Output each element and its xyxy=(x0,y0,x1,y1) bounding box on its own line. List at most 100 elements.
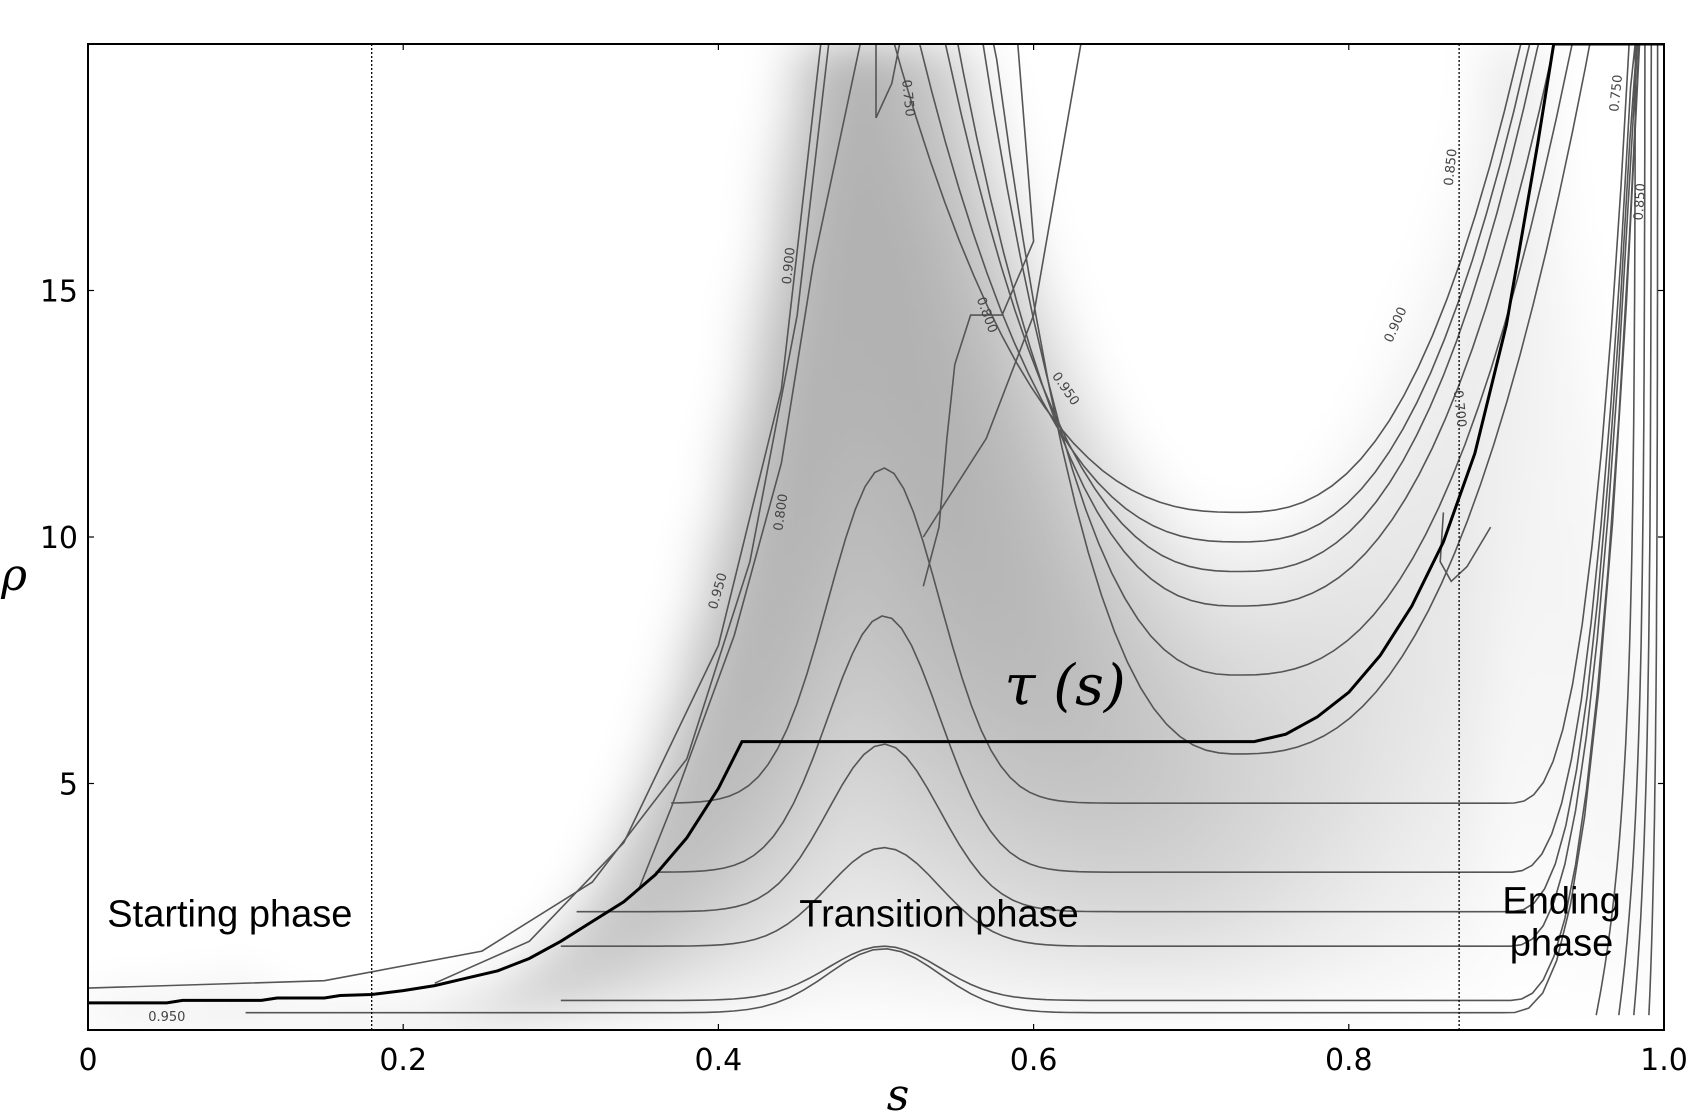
shading-cell xyxy=(1505,299,1530,322)
shading-cell xyxy=(1235,910,1260,933)
shading-cell xyxy=(1145,437,1170,460)
x-tick-label: 0.2 xyxy=(379,1043,427,1078)
shading-cell xyxy=(1122,102,1148,124)
shading-cell xyxy=(672,595,697,617)
shading-cell xyxy=(424,161,450,184)
shading-cell xyxy=(357,536,382,558)
shading-cell xyxy=(1032,161,1058,184)
shading-cell xyxy=(199,752,225,775)
shading-cell xyxy=(88,44,112,65)
shading-cell xyxy=(1010,259,1035,282)
shading-cell xyxy=(807,989,832,1012)
shading-cell xyxy=(1325,417,1350,440)
shading-cell xyxy=(829,358,855,381)
shading-cell xyxy=(1572,82,1598,105)
shading-cell xyxy=(244,595,270,617)
shading-cell xyxy=(1010,950,1035,972)
shading-cell xyxy=(132,240,157,262)
shading-cell xyxy=(447,634,472,657)
shading-cell xyxy=(1212,713,1238,736)
shading-cell xyxy=(1595,910,1620,933)
shading-cell xyxy=(267,930,292,953)
shading-cell xyxy=(244,752,270,775)
shading-cell xyxy=(177,319,202,341)
shading-cell xyxy=(109,338,135,361)
shading-cell xyxy=(1010,575,1035,598)
shading-cell xyxy=(199,654,225,677)
shading-cell xyxy=(1482,772,1508,795)
shading-cell xyxy=(1572,378,1598,400)
shading-cell xyxy=(1482,536,1508,558)
shading-cell xyxy=(1482,457,1508,479)
shading-cell xyxy=(334,812,360,834)
shading-cell xyxy=(784,555,810,578)
shading-cell xyxy=(1077,200,1103,223)
shading-cell xyxy=(154,910,180,933)
shading-cell xyxy=(920,693,945,716)
shading-cell xyxy=(1550,279,1575,302)
shading-cell xyxy=(312,871,337,893)
shading-cell xyxy=(1640,792,1664,815)
shading-cell xyxy=(88,1009,112,1030)
shading-cell xyxy=(1145,536,1170,558)
shading-cell xyxy=(1302,161,1328,184)
shading-cell xyxy=(784,614,810,637)
shading-cell xyxy=(334,1009,360,1030)
shading-cell xyxy=(312,338,337,361)
shading-cell xyxy=(1505,910,1530,933)
shading-cell xyxy=(1055,62,1080,85)
shading-cell xyxy=(739,378,765,400)
shading-cell xyxy=(289,733,315,755)
shading-cell xyxy=(1482,62,1508,85)
shading-cell xyxy=(1482,693,1508,716)
shading-cell xyxy=(582,141,607,164)
shading-cell xyxy=(1122,220,1148,243)
shading-cell xyxy=(559,713,585,736)
shading-cell xyxy=(109,200,135,223)
shading-cell xyxy=(402,141,427,164)
shading-cell xyxy=(875,792,900,815)
shading-cell xyxy=(694,181,720,203)
shading-cell xyxy=(739,634,765,657)
shading-cell xyxy=(492,871,517,893)
shading-cell xyxy=(1055,693,1080,716)
shading-cell xyxy=(1077,476,1103,499)
shading-cell xyxy=(627,338,652,361)
shading-cell xyxy=(559,674,585,696)
shading-cell xyxy=(1415,161,1440,184)
shading-cell xyxy=(1527,457,1553,479)
shading-cell xyxy=(469,437,495,460)
shading-cell xyxy=(1595,772,1620,795)
shading-cell xyxy=(1212,319,1238,341)
shading-cell xyxy=(875,240,900,262)
shading-cell xyxy=(942,654,968,677)
shading-cell xyxy=(1572,141,1598,164)
shading-cell xyxy=(1212,299,1238,322)
shading-cell xyxy=(1212,516,1238,538)
shading-cell xyxy=(694,871,720,893)
shading-cell xyxy=(807,378,832,400)
shading-cell xyxy=(852,674,877,696)
shading-cell xyxy=(1212,240,1238,262)
shading-cell xyxy=(1257,693,1283,716)
shading-cell xyxy=(1257,575,1283,598)
shading-cell xyxy=(177,279,202,302)
shading-cell xyxy=(132,812,157,834)
shading-cell xyxy=(1055,121,1080,144)
shading-cell xyxy=(1302,674,1328,696)
shading-cell xyxy=(312,358,337,381)
shading-cell xyxy=(694,44,720,65)
shading-cell xyxy=(334,654,360,677)
shading-cell xyxy=(1437,437,1463,460)
shading-cell xyxy=(334,437,360,460)
shading-cell xyxy=(492,989,517,1012)
shading-cell xyxy=(289,516,315,538)
shading-cell xyxy=(1257,654,1283,677)
shading-cell xyxy=(1437,910,1463,933)
shading-cell xyxy=(1595,299,1620,322)
shading-cell xyxy=(987,240,1013,262)
shading-cell xyxy=(1302,713,1328,736)
shading-cell xyxy=(514,299,540,322)
shading-cell xyxy=(807,595,832,617)
shading-cell xyxy=(244,200,270,223)
